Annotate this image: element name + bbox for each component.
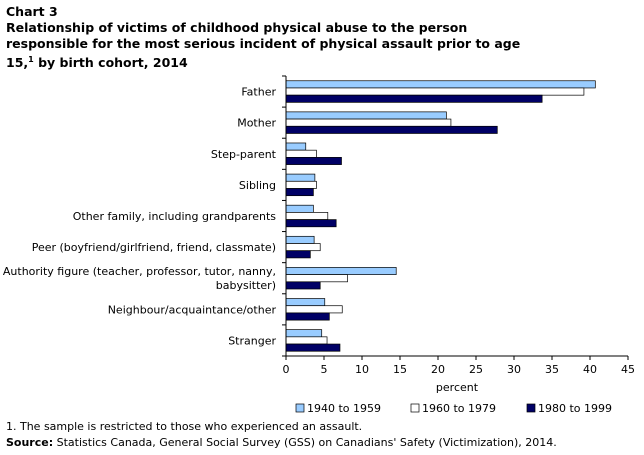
bar-6-series-1 xyxy=(285,274,348,283)
bar-5-series-1 xyxy=(285,243,321,252)
category-label-2-line-0: Step-parent xyxy=(211,148,277,161)
bar-0-series-1 xyxy=(285,87,585,96)
category-label-3: Sibling xyxy=(239,179,276,192)
category-label-4: Other family, including grandparents xyxy=(73,210,277,223)
bar-1-series-0 xyxy=(285,111,447,120)
category-label-0: Father xyxy=(241,86,276,99)
bar-0-series-2 xyxy=(285,94,543,103)
legend-label-0: 1940 to 1959 xyxy=(307,402,381,415)
bar-4-series-0 xyxy=(285,204,314,213)
category-label-6: Authority figure (teacher, professor, tu… xyxy=(3,265,276,292)
category-label-5-line-0: Peer (boyfriend/girlfriend, friend, clas… xyxy=(32,241,276,254)
category-label-7: Neighbour/acquaintance/other xyxy=(108,303,277,316)
category-labels-group: Father Mother Step-parent Sibling Other fami… xyxy=(3,86,277,348)
category-label-6-line-1: babysitter) xyxy=(216,279,276,292)
x-tick-label-6: 30 xyxy=(507,363,521,376)
tick-labels-group: 0 5 10 15 20 25 30 35 40 45 xyxy=(283,363,636,376)
x-tick-label-1: 5 xyxy=(321,363,328,376)
legend-swatch-2 xyxy=(526,403,536,413)
category-label-3-line-0: Sibling xyxy=(239,179,276,192)
legend: 1940 to 1959 1960 to 1979 1980 to 1999 xyxy=(295,402,612,415)
bar-7-series-0 xyxy=(285,298,326,307)
category-label-8: Stranger xyxy=(228,334,276,347)
bar-0-series-0 xyxy=(285,80,596,89)
bar-3-series-1 xyxy=(285,180,317,189)
bar-2-series-2 xyxy=(285,157,342,165)
bar-1-series-2 xyxy=(285,125,498,134)
x-tick-label-3: 15 xyxy=(393,363,407,376)
source-text: Statistics Canada, General Social Survey… xyxy=(53,436,557,449)
x-tick-label-4: 20 xyxy=(431,363,445,376)
title-footnote-ref: 1 xyxy=(28,55,34,64)
bar-1-series-1 xyxy=(285,118,452,127)
category-label-2: Step-parent xyxy=(211,148,277,161)
source-label: Source: xyxy=(6,436,54,449)
bar-chart: Father Mother Step-parent Sibling Other fami… xyxy=(3,75,636,415)
axes-group xyxy=(282,75,629,360)
x-tick-label-2: 10 xyxy=(355,363,369,376)
bar-4-series-1 xyxy=(285,212,329,220)
x-tick-label-7: 35 xyxy=(545,363,559,376)
bar-6-series-2 xyxy=(285,281,321,290)
x-tick-label-5: 25 xyxy=(469,363,483,376)
chart-title-suffix: by birth cohort, 2014 xyxy=(33,55,188,71)
bar-8-series-2 xyxy=(285,343,341,352)
bar-7-series-2 xyxy=(285,312,330,321)
x-tick-label-0: 0 xyxy=(283,363,290,376)
category-label-1-line-0: Mother xyxy=(237,117,276,130)
chart-title: Relationship of victims of childhood phy… xyxy=(6,20,546,71)
bar-3-series-2 xyxy=(285,188,314,197)
category-label-4-line-0: Other family, including grandparents xyxy=(73,210,277,223)
category-label-6-line-0: Authority figure (teacher, professor, tu… xyxy=(3,265,276,278)
category-label-0-line-0: Father xyxy=(241,86,276,99)
bars-group xyxy=(285,80,596,352)
chart-label: Chart 3 xyxy=(6,4,58,19)
bar-5-series-0 xyxy=(285,235,315,244)
chart-title-text: Relationship of victims of childhood phy… xyxy=(6,20,521,71)
legend-label-2: 1980 to 1999 xyxy=(538,402,612,415)
x-tick-label-9: 45 xyxy=(621,363,635,376)
bar-2-series-0 xyxy=(285,142,307,151)
bar-5-series-2 xyxy=(285,250,311,259)
legend-swatch-1 xyxy=(410,403,420,413)
bar-2-series-1 xyxy=(285,149,317,158)
bar-4-series-2 xyxy=(285,219,337,228)
legend-swatch-0 xyxy=(295,403,305,413)
x-tick-label-8: 40 xyxy=(583,363,597,376)
source-line: Source: Statistics Canada, General Socia… xyxy=(6,436,557,449)
legend-label-1: 1960 to 1979 xyxy=(422,402,496,415)
category-label-8-line-0: Stranger xyxy=(228,334,276,347)
bar-7-series-1 xyxy=(285,305,343,314)
category-label-7-line-0: Neighbour/acquaintance/other xyxy=(108,303,277,316)
bar-6-series-0 xyxy=(285,267,397,275)
bar-8-series-1 xyxy=(285,336,328,345)
category-label-5: Peer (boyfriend/girlfriend, friend, clas… xyxy=(32,241,276,254)
bar-3-series-0 xyxy=(285,173,316,182)
category-label-1: Mother xyxy=(237,117,276,130)
bar-8-series-0 xyxy=(285,329,323,338)
footnote: 1. The sample is restricted to those who… xyxy=(6,420,363,433)
x-axis-title: percent xyxy=(436,381,479,394)
